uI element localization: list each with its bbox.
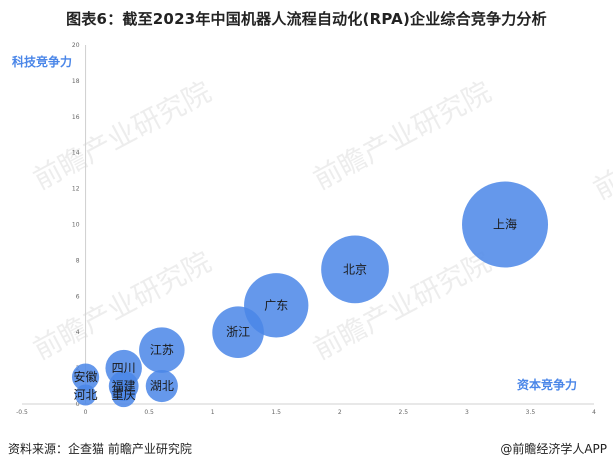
y-axis-title: 科技竞争力 xyxy=(12,54,72,69)
bubble-label: 江苏 xyxy=(150,343,174,357)
bubble-label: 重庆 xyxy=(112,388,136,402)
bubble-label: 湖北 xyxy=(150,378,174,393)
x-tick-label: 1 xyxy=(211,409,215,416)
bubble-label: 河北 xyxy=(74,388,98,402)
x-tick-label: 4 xyxy=(592,409,596,416)
x-tick-label: 3 xyxy=(465,409,469,416)
chart-title: 图表6：截至2023年中国机器人流程自动化(RPA)企业综合竞争力分析 xyxy=(66,10,547,28)
bubble-label: 福建 xyxy=(112,378,136,393)
y-tick-label: 4 xyxy=(76,329,80,336)
bubble-重庆 xyxy=(111,382,136,408)
bubble-label: 上海 xyxy=(493,217,517,232)
watermark-text: 前瞻产业研究院 xyxy=(28,245,217,366)
y-tick-label: 6 xyxy=(76,293,80,300)
y-tick-label: 18 xyxy=(72,78,80,85)
y-tick-label: 0 xyxy=(76,401,80,408)
bubble-安徽 xyxy=(71,363,100,391)
bubble-label: 浙江 xyxy=(226,325,250,339)
y-tick-label: 8 xyxy=(76,257,80,264)
bubble-上海 xyxy=(462,181,549,268)
y-tick-label: 20 xyxy=(72,42,80,49)
source-note: 资料来源：企查猫 前瞻产业研究院 xyxy=(8,442,192,456)
x-tick-label: 3.5 xyxy=(526,409,536,416)
y-tick-label: 14 xyxy=(72,150,80,157)
watermark-text: 前瞻产业研究院 xyxy=(588,85,613,206)
bubble-label: 四川 xyxy=(112,361,136,375)
bubble-label: 广东 xyxy=(264,298,288,312)
bubble-label: 安徽 xyxy=(74,369,98,384)
y-tick-label: 16 xyxy=(72,114,80,121)
watermark-text: 前瞻产业研究院 xyxy=(28,75,217,196)
y-tick-label: 10 xyxy=(72,222,80,229)
bubble-浙江 xyxy=(212,306,264,359)
bubble-江苏 xyxy=(139,327,185,373)
bubble-河北 xyxy=(75,384,97,406)
bubble-北京 xyxy=(321,235,389,304)
x-tick-label: 0 xyxy=(84,409,88,416)
bubble-湖北 xyxy=(145,369,178,403)
x-tick-label: 1.5 xyxy=(271,409,281,416)
x-tick-label: 2 xyxy=(338,409,342,416)
x-tick-label: -0.5 xyxy=(16,409,28,416)
watermark-text: 前瞻产业研究院 xyxy=(308,75,497,196)
bubble-label: 北京 xyxy=(343,262,367,276)
x-axis-title: 资本竞争力 xyxy=(517,377,577,392)
brand-credit: @前瞻经济学人APP xyxy=(500,442,607,456)
x-tick-label: 2.5 xyxy=(399,409,409,416)
y-tick-label: 12 xyxy=(72,186,80,193)
x-tick-label: 0.5 xyxy=(144,409,154,416)
